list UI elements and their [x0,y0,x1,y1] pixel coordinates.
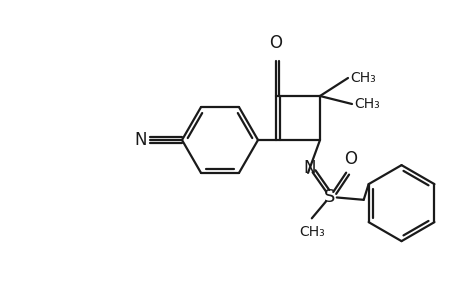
Text: CH₃: CH₃ [353,97,379,111]
Text: O: O [343,150,356,168]
Text: N: N [134,131,147,149]
Text: CH₃: CH₃ [349,71,375,85]
Text: O: O [269,34,282,52]
Text: S: S [324,188,335,206]
Text: N: N [303,159,315,177]
Text: CH₃: CH₃ [298,225,324,239]
